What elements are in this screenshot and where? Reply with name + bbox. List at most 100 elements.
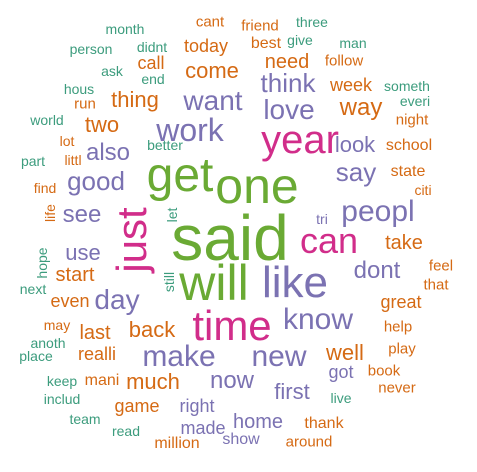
word-includ: includ	[43, 391, 81, 407]
word-back: back	[128, 317, 176, 342]
word-school: school	[385, 137, 433, 154]
word-new: new	[251, 340, 307, 373]
word-next: next	[19, 281, 47, 297]
word-call: call	[137, 53, 165, 73]
word-hope: hope	[34, 247, 50, 279]
word-month: month	[105, 21, 145, 37]
word-look: look	[334, 132, 376, 157]
word-citi: citi	[414, 182, 432, 198]
word-live: live	[330, 390, 352, 406]
word-like: like	[261, 258, 329, 307]
word-day: day	[94, 284, 140, 315]
word-get: get	[146, 149, 214, 202]
word-today: today	[183, 36, 229, 56]
word-life: life	[42, 204, 58, 222]
word-let: let	[164, 207, 180, 223]
word-show: show	[222, 431, 260, 448]
word-part: part	[20, 153, 46, 169]
word-help: help	[383, 318, 413, 336]
word-say: say	[335, 157, 377, 187]
word-three: three	[296, 14, 328, 30]
word-game: game	[114, 396, 160, 416]
word-just: just	[108, 207, 155, 273]
word-home: home	[232, 411, 284, 433]
word-love: love	[263, 94, 315, 125]
word-better: better	[147, 137, 183, 153]
word-may: may	[43, 317, 71, 333]
word-much: much	[126, 369, 180, 394]
word-give: give	[287, 32, 313, 48]
word-night: night	[395, 111, 429, 129]
word-one: one	[215, 158, 299, 214]
word-realli: realli	[77, 344, 117, 364]
word-will: will	[179, 255, 249, 311]
word-start: start	[55, 264, 95, 286]
word-anoth: anoth	[30, 335, 66, 351]
word-dont: dont	[353, 257, 401, 284]
word-work: work	[156, 112, 224, 148]
word-around: around	[285, 433, 333, 451]
word-someth: someth	[384, 78, 430, 94]
word-way: way	[339, 94, 383, 121]
word-run: run	[74, 95, 96, 113]
word-follow: follow	[324, 52, 364, 70]
word-need: need	[264, 51, 310, 73]
word-didnt: didnt	[136, 39, 168, 55]
word-play: play	[388, 340, 416, 358]
word-come: come	[185, 58, 239, 83]
word-two: two	[84, 112, 120, 137]
word-use: use	[65, 240, 101, 265]
word-person: person	[69, 41, 113, 57]
word-hous: hous	[63, 81, 95, 97]
word-lot: lot	[59, 133, 75, 149]
word-think: think	[260, 68, 316, 98]
word-year: year	[261, 118, 339, 162]
word-feel: feel	[428, 257, 454, 275]
word-thank: thank	[304, 415, 344, 432]
word-find: find	[33, 180, 57, 196]
word-tri: tri	[316, 211, 328, 227]
word-take: take	[385, 232, 423, 254]
word-know: know	[282, 303, 354, 336]
word-right: right	[179, 396, 215, 416]
word-best: best	[250, 35, 282, 52]
word-last: last	[79, 322, 111, 344]
word-end: end	[141, 71, 165, 87]
word-everi: everi	[399, 93, 431, 109]
word-good: good	[67, 166, 125, 196]
word-first: first	[274, 379, 310, 404]
word-that: that	[423, 276, 449, 294]
word-state: state	[390, 163, 426, 180]
word-made: made	[180, 418, 226, 438]
word-now: now	[209, 367, 255, 394]
word-got: got	[328, 362, 354, 382]
word-can: can	[299, 220, 359, 261]
word-see: see	[62, 201, 102, 228]
word-said: said	[171, 202, 289, 274]
word-time: time	[192, 302, 272, 349]
word-mani: mani	[84, 372, 120, 389]
word-week: week	[329, 75, 373, 95]
word-book: book	[367, 362, 401, 380]
word-also: also	[85, 139, 131, 166]
word-thing: thing	[111, 87, 159, 112]
word-cant: cant	[195, 13, 225, 31]
word-well: well	[326, 340, 364, 365]
word-place: place	[19, 348, 53, 364]
word-never: never	[378, 379, 416, 397]
word-littl: littl	[64, 152, 82, 168]
word-read: read	[111, 423, 141, 439]
word-million: million	[154, 435, 200, 452]
word-world: world	[30, 112, 64, 128]
word-team: team	[69, 411, 101, 427]
word-even: even	[50, 291, 90, 311]
word-want: want	[183, 85, 243, 116]
word-peopl: peopl	[341, 195, 415, 228]
word-man: man	[339, 35, 367, 51]
word-great: great	[380, 292, 422, 312]
word-still: still	[161, 271, 177, 293]
word-ask: ask	[101, 63, 123, 79]
word-make: make	[142, 340, 216, 373]
word-keep: keep	[46, 373, 78, 389]
